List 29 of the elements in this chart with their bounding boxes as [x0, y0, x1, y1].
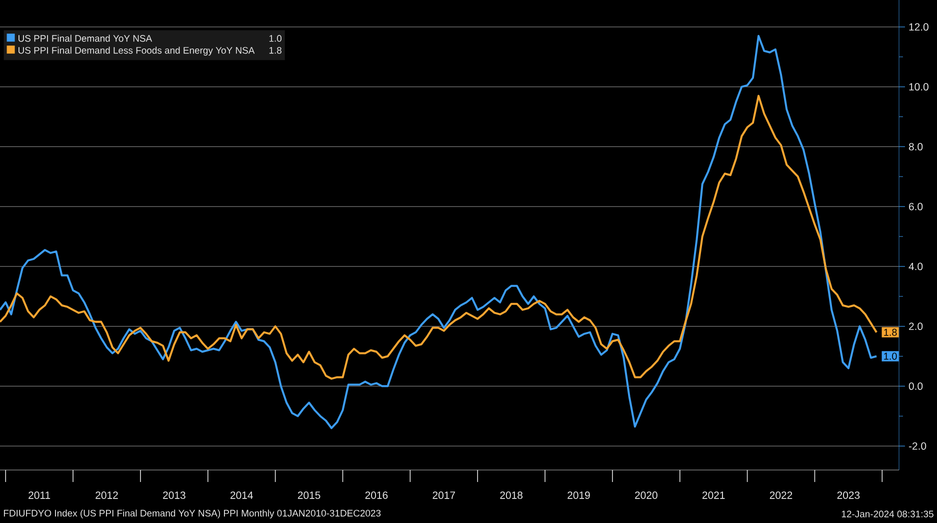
x-tick-label: 2012: [96, 492, 118, 499]
y-tick-label: -2.0: [908, 442, 926, 450]
x-tick-label: 2019: [568, 492, 590, 499]
y-tick-label: 4.0: [908, 262, 923, 270]
x-tick-label: 2014: [230, 492, 253, 499]
y-tick-label: 12.0: [909, 23, 928, 31]
legend-label: US PPI Final Demand Less Foods and Energy YoY NSA: [18, 46, 255, 56]
text: 1.8: [269, 46, 282, 54]
x-tick-label: 2021: [702, 492, 725, 499]
x-tick-label: 2020: [635, 492, 658, 499]
y-tick-label: 6.0: [909, 202, 923, 210]
y-tick-label: 0.0: [908, 382, 923, 390]
data-label: 1.0: [884, 352, 897, 360]
x-tick-label: 2022: [770, 492, 792, 499]
x-tick-label: 2018: [500, 492, 522, 499]
x-tick-label: 2017: [432, 492, 455, 499]
legend-label: US PPI Final Demand YoY NSA: [18, 34, 152, 42]
text: 12-Jan-2024 08:31:35: [842, 510, 934, 518]
y-tick-label: 8.0: [908, 142, 923, 150]
x-tick-label: 2023: [837, 492, 860, 499]
x-tick-label: 2011: [28, 492, 50, 499]
x-tick-label: 2013: [163, 492, 186, 499]
y-tick-label: 2.0: [909, 322, 923, 330]
y-tick-label: 10.0: [909, 83, 928, 91]
text: 1.0: [269, 35, 282, 42]
data-label: 1.8: [884, 328, 897, 336]
x-tick-label: 2016: [365, 492, 388, 499]
text: FDIUFDYO Index (US PPI Final Demand YoY NSA) PPI Monthly 01JAN2010-31DEC2023: [4, 510, 381, 518]
x-tick-label: 2015: [298, 492, 320, 499]
